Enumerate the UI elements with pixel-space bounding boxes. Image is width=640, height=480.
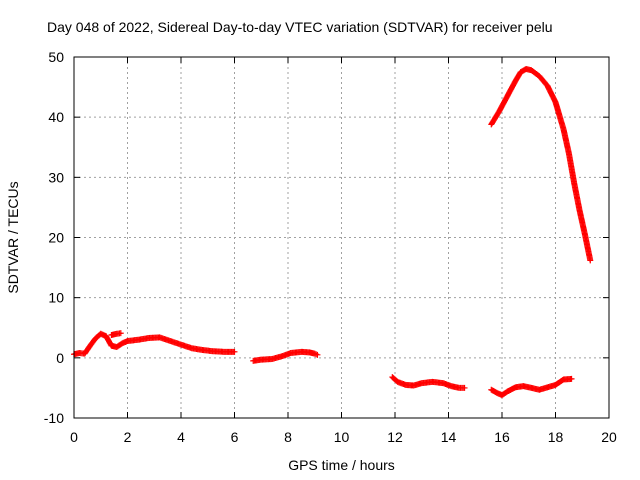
x-tick-label: 18 [548,429,564,445]
chart-title: Day 048 of 2022, Sidereal Day-to-day VTE… [47,19,553,35]
x-tick-label: 8 [284,429,292,445]
data-point [313,351,320,358]
y-axis-label: SDTVAR / TECUs [5,181,21,293]
data-point [587,257,594,264]
x-tick-label: 12 [387,429,403,445]
y-tick-label: 20 [48,230,64,246]
data-marks [71,66,594,399]
y-tick-label: 40 [48,109,64,125]
y-tick-label: 0 [56,350,64,366]
y-tick-label: 10 [48,290,64,306]
x-tick-label: 20 [601,429,617,445]
grid [74,57,609,418]
data-point [117,330,124,337]
x-tick-label: 4 [177,429,185,445]
x-tick-label: 10 [334,429,350,445]
y-tick-label: -10 [44,410,64,426]
x-tick-label: 14 [441,429,457,445]
data-point [231,348,238,355]
y-tick-label: 30 [48,169,64,185]
data-point [461,384,468,391]
x-tick-label: 2 [124,429,132,445]
x-axis-label: GPS time / hours [288,457,395,473]
y-tick-label: 50 [48,49,64,65]
data-point [311,350,318,357]
axis-ticks: 0 2 4 6 8 10 12 14 16 18 20 -10 0 10 20 30 40 50 [44,49,617,445]
x-tick-label: 16 [494,429,510,445]
data-point [568,375,575,382]
x-tick-label: 6 [231,429,239,445]
data-point [314,351,321,358]
x-tick-label: 0 [70,429,78,445]
